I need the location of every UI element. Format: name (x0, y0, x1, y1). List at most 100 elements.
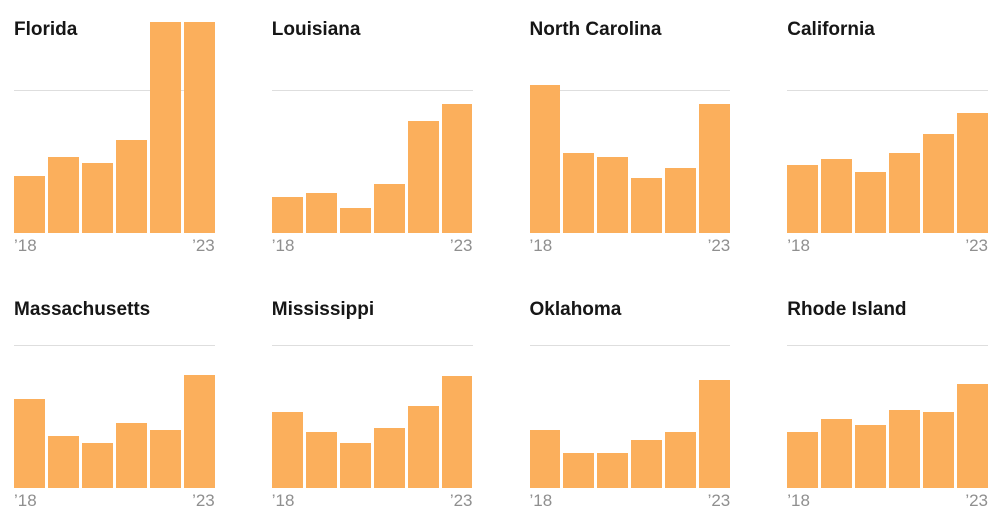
bar-2019 (305, 432, 337, 488)
bar-2022 (923, 133, 955, 233)
x-tick-last: ’23 (707, 236, 731, 255)
bar-2021 (631, 178, 663, 233)
plot-area: Mississippi (271, 299, 473, 488)
gridline (529, 345, 731, 346)
bar-2020 (597, 452, 629, 488)
bar-2021 (373, 184, 405, 233)
gridline (14, 90, 215, 91)
bar-2020 (81, 443, 113, 488)
bar-2018 (271, 197, 303, 233)
bar-2019 (563, 152, 595, 233)
plot-area: Louisiana (271, 19, 473, 233)
bar-2023 (699, 104, 731, 233)
x-tick-first: ’18 (271, 236, 295, 255)
x-axis-labels: ’18 ’23 (530, 488, 731, 512)
chart-panel-california: California ’18 ’23 (787, 19, 988, 257)
x-tick-last: ’23 (449, 236, 473, 255)
bar-2023 (183, 374, 215, 488)
chart-panel-north-carolina: North Carolina ’18 ’23 (529, 19, 731, 257)
bar-2018 (271, 411, 303, 488)
bar-2023 (699, 380, 731, 488)
bars-group (787, 22, 988, 233)
x-tick-first: ’18 (529, 491, 553, 510)
bar-2021 (631, 439, 663, 488)
x-tick-first: ’18 (271, 491, 295, 510)
x-axis-labels: ’18 ’23 (787, 233, 988, 257)
bar-2019 (821, 419, 853, 488)
gridline (271, 345, 473, 346)
x-tick-last: ’23 (192, 236, 215, 255)
bar-2018 (787, 432, 819, 488)
bar-2021 (373, 428, 405, 488)
bars-group (529, 302, 731, 488)
bars-group (271, 22, 473, 233)
chart-title: California (787, 19, 875, 40)
x-tick-first: ’18 (14, 491, 37, 510)
bar-2022 (149, 22, 181, 233)
x-tick-last: ’23 (707, 491, 731, 510)
bars-group (14, 22, 215, 233)
small-multiples-grid: Florida ’18’23 Louisiana ’18’23 North Caroli… (14, 19, 988, 512)
x-tick-first: ’18 (14, 236, 37, 255)
bar-2021 (115, 422, 147, 488)
bar-2021 (115, 140, 147, 233)
chart-title: North Carolina (529, 19, 662, 40)
bar-2022 (665, 432, 697, 488)
bar-2019 (47, 157, 79, 233)
bar-2023 (183, 22, 215, 233)
chart-title: Oklahoma (529, 299, 622, 320)
x-tick-last: ’23 (965, 236, 988, 255)
x-tick-first: ’18 (787, 236, 810, 255)
bar-2018 (529, 85, 561, 233)
bars-group (787, 302, 988, 488)
chart-title: Rhode Island (787, 299, 907, 320)
chart-panel-mississippi: Mississippi ’18 ’23 (271, 299, 473, 512)
plot-area: Massachusetts (14, 299, 215, 488)
bar-2020 (855, 171, 887, 233)
x-axis-labels: ’18 ’23 (272, 233, 473, 257)
bar-2018 (787, 165, 819, 233)
bar-2022 (149, 430, 181, 488)
chart-panel-rhode-island: Rhode Island ’18 ’23 (787, 299, 988, 512)
gridline (787, 345, 988, 346)
bar-2019 (305, 192, 337, 233)
chart-panel-florida: Florida ’18 ’23 (14, 19, 215, 257)
bar-2019 (47, 435, 79, 488)
x-axis-labels: ’18 ’23 (14, 488, 215, 512)
chart-title: Massachusetts (14, 299, 151, 320)
gridline (529, 90, 731, 91)
bar-2023 (957, 112, 988, 233)
bar-2019 (821, 159, 853, 233)
bar-2018 (14, 176, 45, 233)
x-axis-labels: ’18 ’23 (530, 233, 731, 257)
plot-area: Rhode Island (787, 299, 988, 488)
bar-2020 (339, 443, 371, 488)
chart-title: Louisiana (271, 19, 361, 40)
plot-area: Florida (14, 19, 215, 233)
bar-2018 (529, 430, 561, 488)
plot-area: Oklahoma (529, 299, 731, 488)
chart-title: Florida (14, 19, 78, 40)
chart-title: Mississippi (271, 299, 375, 320)
bar-2021 (889, 409, 921, 488)
bar-2018 (14, 398, 45, 488)
bar-2020 (339, 207, 371, 233)
gridline (14, 345, 215, 346)
bar-2022 (407, 121, 439, 233)
x-tick-first: ’18 (529, 236, 553, 255)
bar-2020 (597, 157, 629, 233)
bars-group (529, 22, 731, 233)
x-axis-labels: ’18 ’23 (272, 488, 473, 512)
bar-2021 (889, 152, 921, 233)
x-tick-last: ’23 (192, 491, 215, 510)
bar-2023 (441, 376, 473, 488)
bar-2020 (855, 424, 887, 488)
chart-panel-oklahoma: Oklahoma ’18 ’23 (529, 299, 731, 512)
x-axis-labels: ’18 ’23 (787, 488, 988, 512)
chart-panel-louisiana: Louisiana ’18 ’23 (271, 19, 473, 257)
x-tick-last: ’23 (965, 491, 988, 510)
bar-2023 (957, 383, 988, 488)
bar-2022 (407, 406, 439, 488)
bar-2022 (923, 411, 955, 488)
plot-area: North Carolina (529, 19, 731, 233)
